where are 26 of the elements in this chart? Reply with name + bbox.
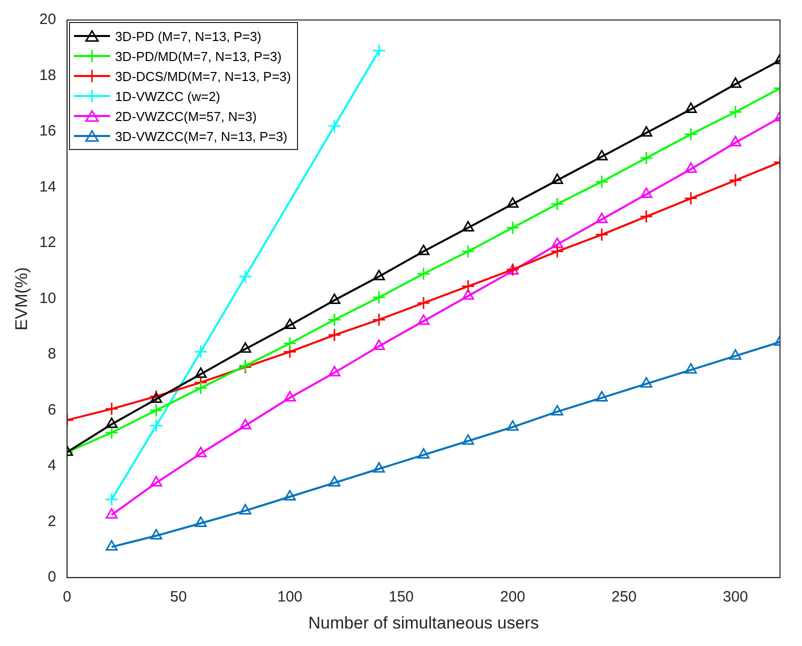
y-tick-label: 12 [39, 234, 56, 252]
legend-label: 3D-PD/MD(M=7, N=13, P=3) [115, 48, 282, 64]
y-tick-label: 10 [39, 290, 56, 307]
legend-label: 2D-VWZCC(M=57, N=3) [115, 108, 257, 124]
x-axis-title: Number of simultaneous users [308, 613, 539, 632]
legend-label: 3D-DCS/MD(M=7, N=13, P=3) [115, 68, 291, 84]
y-tick-label: 16 [39, 122, 56, 140]
y-tick-label: 18 [39, 66, 56, 84]
y-tick-label: 0 [48, 568, 56, 586]
y-tick-label: 20 [39, 11, 56, 28]
x-tick-label: 300 [722, 588, 748, 606]
legend-label: 1D-VWZCC (w=2) [115, 88, 220, 104]
x-tick-label: 250 [612, 588, 637, 606]
y-tick-label: 8 [48, 346, 56, 363]
x-tick-label: 0 [62, 588, 72, 606]
legend-label: 3D-PD (M=7, N=13, P=3) [115, 28, 262, 44]
y-tick-label: 14 [39, 178, 56, 196]
y-tick-label: 6 [48, 401, 56, 418]
x-tick-label: 100 [277, 588, 302, 606]
y-tick-label: 2 [48, 512, 56, 530]
y-tick-label: 4 [48, 457, 56, 474]
legend-label: 3D-VWZCC(M=7, N=13, P=3) [115, 128, 288, 144]
x-tick-label: 50 [170, 588, 187, 606]
x-tick-label: 200 [500, 588, 526, 606]
x-tick-label: 150 [388, 588, 414, 606]
y-axis-title: EVM(%) [12, 267, 31, 330]
